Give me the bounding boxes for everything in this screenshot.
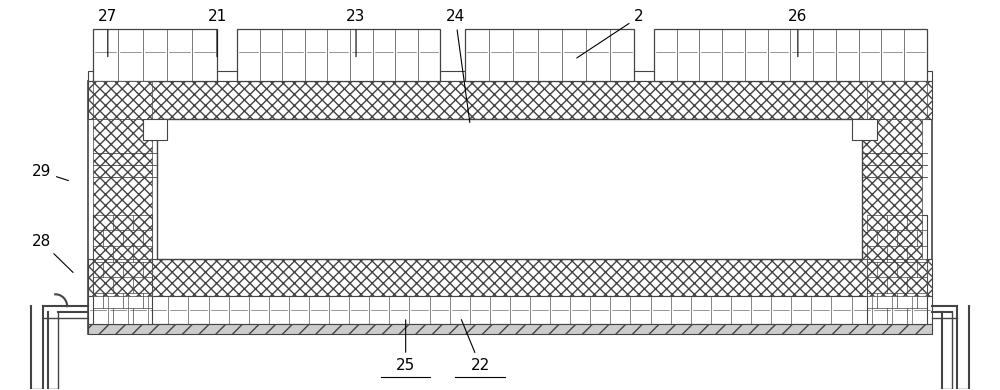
Bar	[88, 296, 932, 324]
Text: 28: 28	[32, 234, 73, 273]
Bar	[143, 119, 167, 140]
Bar	[654, 29, 927, 81]
Bar	[862, 119, 922, 259]
Bar	[852, 119, 877, 140]
Bar	[157, 119, 862, 259]
Text: 22: 22	[461, 319, 490, 373]
Text: 24: 24	[446, 9, 470, 122]
Bar	[867, 215, 927, 324]
Bar	[237, 29, 440, 81]
Bar	[93, 119, 152, 259]
Bar	[93, 259, 152, 296]
Text: 23: 23	[346, 9, 366, 57]
Text: 29: 29	[32, 164, 68, 181]
Bar	[88, 71, 932, 81]
Bar	[867, 259, 927, 296]
Bar	[88, 324, 932, 334]
Text: 2: 2	[577, 9, 644, 58]
Text: 27: 27	[98, 9, 117, 57]
Bar	[93, 81, 152, 119]
Bar	[93, 29, 217, 81]
Bar	[93, 215, 152, 324]
Bar	[465, 29, 634, 81]
Bar	[88, 259, 932, 296]
Bar	[88, 81, 932, 334]
Text: 21: 21	[207, 9, 227, 57]
Text: 25: 25	[396, 320, 415, 373]
Text: 26: 26	[788, 9, 808, 57]
Bar	[867, 81, 927, 119]
Bar	[88, 81, 932, 119]
